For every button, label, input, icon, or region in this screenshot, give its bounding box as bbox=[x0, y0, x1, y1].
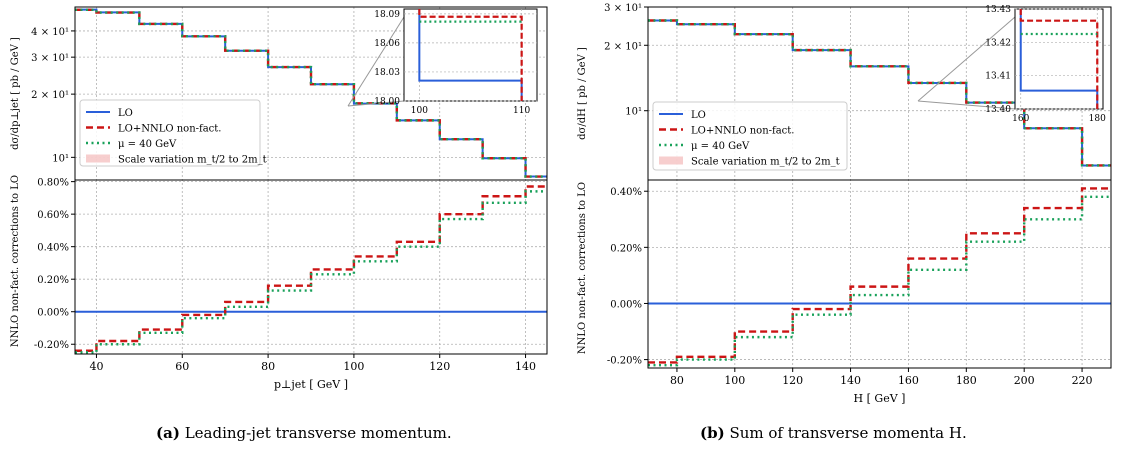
inset-y-tick-label: 13.41 bbox=[985, 72, 1011, 82]
y-tick-label: 0.80% bbox=[37, 178, 69, 189]
legend-label-band: Scale variation m_t/2 to 2m_t bbox=[118, 155, 267, 166]
y-tick-label: 0.20% bbox=[37, 275, 69, 286]
chart-b: 80 100 120 140 160 180 200 220 H [ GeV ] 10¹ 2 × 1… bbox=[577, 3, 1112, 405]
x-tick-label: 180 bbox=[956, 374, 977, 387]
x-tick-label: 80 bbox=[261, 360, 275, 373]
x-axis-label: H [ GeV ] bbox=[854, 392, 906, 405]
inset-y-tick-label: 18.00 bbox=[374, 97, 400, 107]
y-tick-label: -0.20% bbox=[607, 356, 642, 367]
x-tick-label: 220 bbox=[1072, 374, 1093, 387]
y-tick-label: 2 × 10¹ bbox=[604, 41, 642, 52]
x-tick-label: 120 bbox=[429, 360, 450, 373]
series-top-mu40 bbox=[75, 8, 547, 178]
y-tick-label: 0.40% bbox=[37, 243, 69, 254]
legend-label-mu40: μ = 40 GeV bbox=[691, 141, 750, 152]
inset-y-tick-label: 13.42 bbox=[985, 38, 1011, 48]
x-tick-label: 200 bbox=[1014, 374, 1035, 387]
inset-series-nnlo bbox=[418, 9, 523, 101]
y-axis-label-top: dσ/dH [ pb / GeV ] bbox=[577, 47, 588, 140]
inset-x-tick-label: 160 bbox=[1012, 114, 1029, 124]
x-tick-label: 100 bbox=[343, 360, 364, 373]
inset-x-tick-label: 100 bbox=[411, 106, 428, 116]
y-axis-label-bottom: NNLO non-fact. corrections to LO bbox=[10, 175, 21, 347]
x-tick-label: 160 bbox=[898, 374, 919, 387]
caption-b-text: Sum of transverse momenta H. bbox=[729, 424, 967, 442]
y-axis-label-bottom: NNLO non-fact. corrections to LO bbox=[577, 182, 588, 354]
caption-a-tag: (a) bbox=[156, 424, 180, 442]
inset-frame bbox=[1014, 8, 1104, 110]
inset-y-tick-label: 13.43 bbox=[985, 5, 1011, 15]
x-tick-label: 120 bbox=[782, 374, 803, 387]
inset-series-nnlo bbox=[1019, 9, 1099, 109]
inset-x-tick-label: 180 bbox=[1089, 114, 1106, 124]
chart-a: 40 60 80 100 120 140 p⊥jet [ GeV ] 10¹ 2 × 10¹ 3 … bbox=[10, 6, 548, 391]
inset-y-tick-label: 13.40 bbox=[985, 105, 1011, 115]
y-tick-label: 3 × 10¹ bbox=[604, 3, 642, 14]
legend-label-band: Scale variation m_t/2 to 2m_t bbox=[691, 157, 840, 168]
y-tick-label: 2 × 10¹ bbox=[31, 90, 69, 101]
zoom-connector-line bbox=[917, 16, 1016, 102]
x-axis-label: p⊥jet [ GeV ] bbox=[274, 378, 348, 391]
legend-swatch-band bbox=[659, 156, 683, 165]
legend-box bbox=[79, 99, 261, 167]
x-tick-label: 140 bbox=[515, 360, 536, 373]
inset-y-tick-label: 18.06 bbox=[374, 39, 400, 49]
y-tick-label: 10¹ bbox=[52, 153, 69, 164]
x-tick-label: 60 bbox=[175, 360, 189, 373]
legend-label-nnlo: LO+NNLO non-fact. bbox=[118, 124, 221, 135]
legend-label-lo: LO bbox=[691, 110, 706, 121]
legend-label-mu40: μ = 40 GeV bbox=[118, 139, 177, 150]
caption-a: (a) Leading-jet transverse momentum. bbox=[156, 424, 452, 442]
y-tick-label: 10¹ bbox=[625, 107, 642, 118]
legend-label-lo: LO bbox=[118, 108, 133, 119]
y-tick-label: 0.00% bbox=[610, 299, 642, 310]
x-tick-label: 140 bbox=[840, 374, 861, 387]
zoom-connector-line bbox=[347, 16, 405, 107]
legend-swatch-band bbox=[86, 154, 110, 163]
y-tick-label: 0.20% bbox=[610, 243, 642, 254]
series-bottom-nnlo bbox=[75, 185, 547, 352]
series-bottom-nnlo bbox=[648, 187, 1111, 364]
legend-box bbox=[652, 101, 848, 171]
x-tick-label: 100 bbox=[724, 374, 745, 387]
x-tick-label: 40 bbox=[89, 360, 103, 373]
x-tick-label: 80 bbox=[670, 374, 684, 387]
inset-y-tick-label: 18.09 bbox=[374, 10, 400, 20]
caption-a-text: Leading-jet transverse momentum. bbox=[184, 424, 452, 442]
inset-frame bbox=[403, 8, 538, 102]
bottom-panel-frame bbox=[74, 179, 548, 355]
series-bottom-mu40 bbox=[648, 195, 1111, 367]
inset-x-tick-label: 110 bbox=[513, 106, 530, 116]
y-tick-label: 0.40% bbox=[610, 187, 642, 198]
legend-label-nnlo: LO+NNLO non-fact. bbox=[691, 126, 794, 137]
caption-b: (b) Sum of transverse momenta H. bbox=[700, 424, 967, 442]
series-top-nnlo bbox=[648, 19, 1111, 167]
inset-y-tick-label: 18.03 bbox=[374, 68, 400, 78]
y-tick-label: -0.20% bbox=[34, 340, 69, 351]
y-tick-label: 0.00% bbox=[37, 308, 69, 319]
y-tick-label: 0.60% bbox=[37, 210, 69, 221]
zoom-connector-line bbox=[347, 100, 405, 107]
caption-b-tag: (b) bbox=[700, 424, 725, 442]
zoom-connector-line bbox=[917, 100, 1016, 110]
bottom-panel-frame bbox=[647, 179, 1112, 369]
y-axis-label-top: dσ/dp⊥jet [ pb / GeV ] bbox=[10, 37, 21, 150]
y-tick-label: 4 × 10¹ bbox=[31, 27, 69, 38]
y-tick-label: 3 × 10¹ bbox=[31, 53, 69, 64]
